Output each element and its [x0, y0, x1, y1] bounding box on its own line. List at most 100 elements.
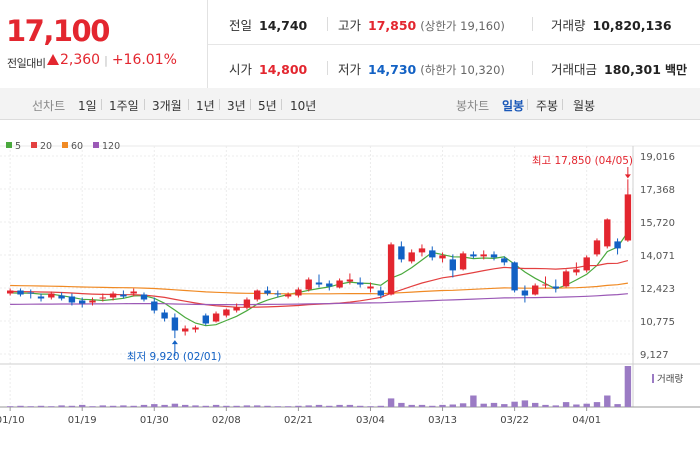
candle-body [614, 241, 621, 249]
low-value: 14,730 [368, 62, 417, 77]
candle-body [151, 301, 158, 311]
tab-weekly[interactable]: 주봉 [536, 99, 559, 113]
x-tick-label: 04/01 [572, 415, 601, 426]
candle-body [48, 293, 55, 298]
volume-bar [151, 404, 158, 407]
y-tick-label: 17,368 [640, 185, 675, 196]
arrow-down-icon [624, 174, 631, 179]
volume-bar [624, 366, 632, 407]
volume-bars: 거래량 [7, 366, 683, 407]
candle-body [171, 317, 179, 331]
volume-bar [326, 405, 333, 407]
candle-body [89, 300, 96, 303]
candle-body [326, 283, 333, 287]
divider [101, 99, 102, 110]
volume-bar [521, 400, 529, 407]
candles [7, 179, 632, 339]
change-label: 전일대비 [7, 57, 46, 70]
amount-value: 180,301 [604, 62, 661, 77]
volume-bar [429, 405, 436, 407]
candle-body [243, 299, 251, 308]
tab-period-3y[interactable]: 3년 [227, 99, 246, 113]
volume-bar [99, 405, 106, 407]
volume-bar [336, 404, 343, 407]
volume-bar [68, 405, 76, 407]
x-tick-label: 02/21 [284, 415, 313, 426]
candle-body [315, 282, 323, 285]
divider [250, 99, 251, 110]
volume-bar [295, 405, 302, 407]
candle-body [109, 293, 117, 298]
candle-body [295, 289, 302, 296]
price-box: 17,100 전일대비 2,360 | +16.01% [0, 0, 208, 88]
volume-bar [7, 406, 14, 407]
change-row: 2,360 | +16.01% [47, 52, 177, 68]
candle-body [120, 294, 127, 297]
volume-bar [140, 404, 148, 407]
divider [327, 17, 328, 31]
open-cell: 시가 14,800 [229, 59, 307, 78]
candle-body [418, 248, 426, 253]
amount-unit: 백만 [664, 63, 688, 77]
arrow-up-icon [171, 340, 178, 345]
volume-bar [398, 402, 405, 407]
volume-bar [367, 406, 374, 407]
tab-period-3m[interactable]: 3개월 [152, 99, 182, 113]
candle-body [562, 271, 570, 287]
volume-bar [377, 405, 384, 407]
tab-period-10y[interactable]: 10년 [290, 99, 317, 113]
chart-tabs: 선차트 1일 1주일 3개월 1년 3년 5년 10년 봉차트 일봉 주봉 월봉 [0, 88, 700, 120]
candle-body [27, 292, 34, 294]
open-value: 14,800 [259, 62, 308, 77]
x-tick-label: 03/13 [428, 415, 457, 426]
candle-body [140, 294, 148, 300]
legend-swatch [6, 142, 12, 148]
candle-body [336, 280, 343, 288]
candle-body [480, 254, 487, 257]
volume-legend-label: 거래량 [657, 373, 683, 385]
candle-body [99, 297, 106, 299]
candle-body [182, 328, 189, 332]
tab-period-1y[interactable]: 1년 [196, 99, 215, 113]
up-triangle-icon [47, 54, 59, 65]
volume-bar [48, 406, 55, 407]
amount-label: 거래대금 [551, 62, 598, 77]
candle-body [408, 252, 415, 262]
x-tick-label: 01/10 [0, 415, 25, 426]
volume-bar [511, 401, 518, 407]
candle-body [68, 296, 76, 303]
tab-period-5y[interactable]: 5년 [258, 99, 277, 113]
volume-bar [583, 403, 590, 407]
high-annotation: 최고 17,850 (04/05) [532, 155, 633, 167]
x-tick-label: 03/04 [356, 415, 385, 426]
change-value: 2,360 [60, 52, 101, 68]
tab-candle-chart[interactable]: 봉차트 [456, 99, 490, 113]
candle-body [284, 294, 292, 297]
volume-bar [109, 405, 117, 407]
y-tick-label: 14,071 [640, 251, 675, 262]
axes: 19,016 17,368 15,720 14,071 12,423 10,775 9,12… [0, 152, 675, 426]
divider [532, 61, 533, 75]
tab-line-chart[interactable]: 선차트 [32, 99, 66, 113]
volume-bar [264, 405, 271, 407]
tab-monthly[interactable]: 월봉 [573, 99, 596, 113]
prev-close-cell: 전일 14,740 [229, 15, 307, 34]
legend-swatch [62, 142, 68, 148]
tab-period-1w[interactable]: 1주일 [109, 99, 139, 113]
volume-bar [418, 404, 426, 407]
low-annotation: 최저 9,920 (02/01) [127, 351, 222, 363]
volume-bar [79, 404, 86, 407]
volume-bar [357, 405, 364, 407]
volume-bar [274, 406, 281, 407]
volume-bar [192, 405, 199, 407]
volume-bar [223, 405, 230, 407]
tab-daily[interactable]: 일봉 [502, 99, 525, 113]
candle-body [367, 286, 374, 289]
divider [144, 99, 145, 110]
candle-body [377, 290, 384, 296]
divider: | [104, 54, 108, 67]
volume-bar [542, 404, 549, 407]
volume-bar [480, 403, 487, 407]
tab-period-1d[interactable]: 1일 [78, 99, 97, 113]
candle-body [79, 300, 86, 304]
